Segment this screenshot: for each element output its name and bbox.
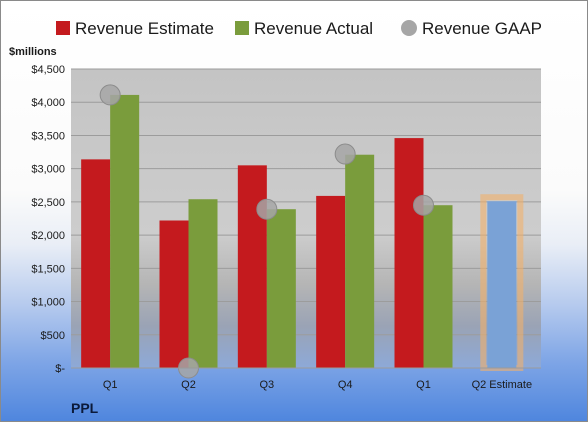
x-axis-ticks: Q1 Q2 Q3 Q4 Q1 Q2 Estimate xyxy=(103,379,532,391)
legend-label-revenue-estimate: Revenue Estimate xyxy=(75,19,214,38)
y-tick-label: $1,000 xyxy=(31,297,65,309)
x-tick-label: Q3 xyxy=(259,379,274,391)
legend-swatch-revenue-estimate xyxy=(56,21,70,35)
ticker-label: PPL xyxy=(71,400,99,416)
bar-revenue-estimate xyxy=(316,195,346,368)
unit-label: $millions xyxy=(9,46,57,58)
x-tick-label: Q1 xyxy=(103,379,118,391)
legend-swatch-revenue-actual xyxy=(235,21,249,35)
x-tick-label: Q1 xyxy=(416,379,431,391)
bar-revenue-actual xyxy=(188,199,218,368)
point-revenue-gaap xyxy=(99,84,121,106)
y-tick-label: $500 xyxy=(41,330,65,342)
y-tick-label: $4,500 xyxy=(31,64,65,76)
bar-revenue-actual xyxy=(345,154,375,368)
y-tick-label: $3,500 xyxy=(31,130,65,142)
bar-revenue-estimate xyxy=(394,138,424,368)
y-tick-label: $3,000 xyxy=(31,164,65,176)
legend: Revenue Estimate Revenue Actual Revenue … xyxy=(56,19,542,38)
y-tick-label: $- xyxy=(55,363,65,375)
y-tick-label: $2,500 xyxy=(31,197,65,209)
point-revenue-gaap xyxy=(334,143,356,165)
y-tick-label: $1,500 xyxy=(31,263,65,275)
y-axis-ticks: $- $500 $1,000 $1,500 $2,000 $2,500 $3,000 $3,5… xyxy=(31,64,65,375)
y-tick-label: $4,000 xyxy=(31,97,65,109)
bar-revenue-actual xyxy=(423,205,453,368)
gridlines xyxy=(71,68,541,336)
x-tick-label: Q2 xyxy=(181,379,196,391)
bar-revenue-estimate xyxy=(237,165,267,368)
bar-q2-estimate xyxy=(487,201,517,368)
y-tick-label: $2,000 xyxy=(31,230,65,242)
plot-area xyxy=(71,69,541,368)
bar-revenue-actual xyxy=(266,209,296,368)
point-revenue-gaap xyxy=(256,198,278,220)
legend-marker-revenue-gaap xyxy=(401,20,417,36)
point-revenue-gaap xyxy=(413,194,434,216)
gaap-points xyxy=(99,84,434,379)
bar-revenue-estimate xyxy=(159,220,189,368)
x-tick-label: Q4 xyxy=(338,379,353,391)
bars xyxy=(81,94,524,371)
bar-revenue-actual xyxy=(110,94,140,368)
legend-label-revenue-actual: Revenue Actual xyxy=(254,19,373,38)
bar-revenue-estimate xyxy=(81,159,111,368)
legend-label-revenue-gaap: Revenue GAAP xyxy=(422,19,542,38)
x-tick-label: Q2 Estimate xyxy=(472,379,533,391)
